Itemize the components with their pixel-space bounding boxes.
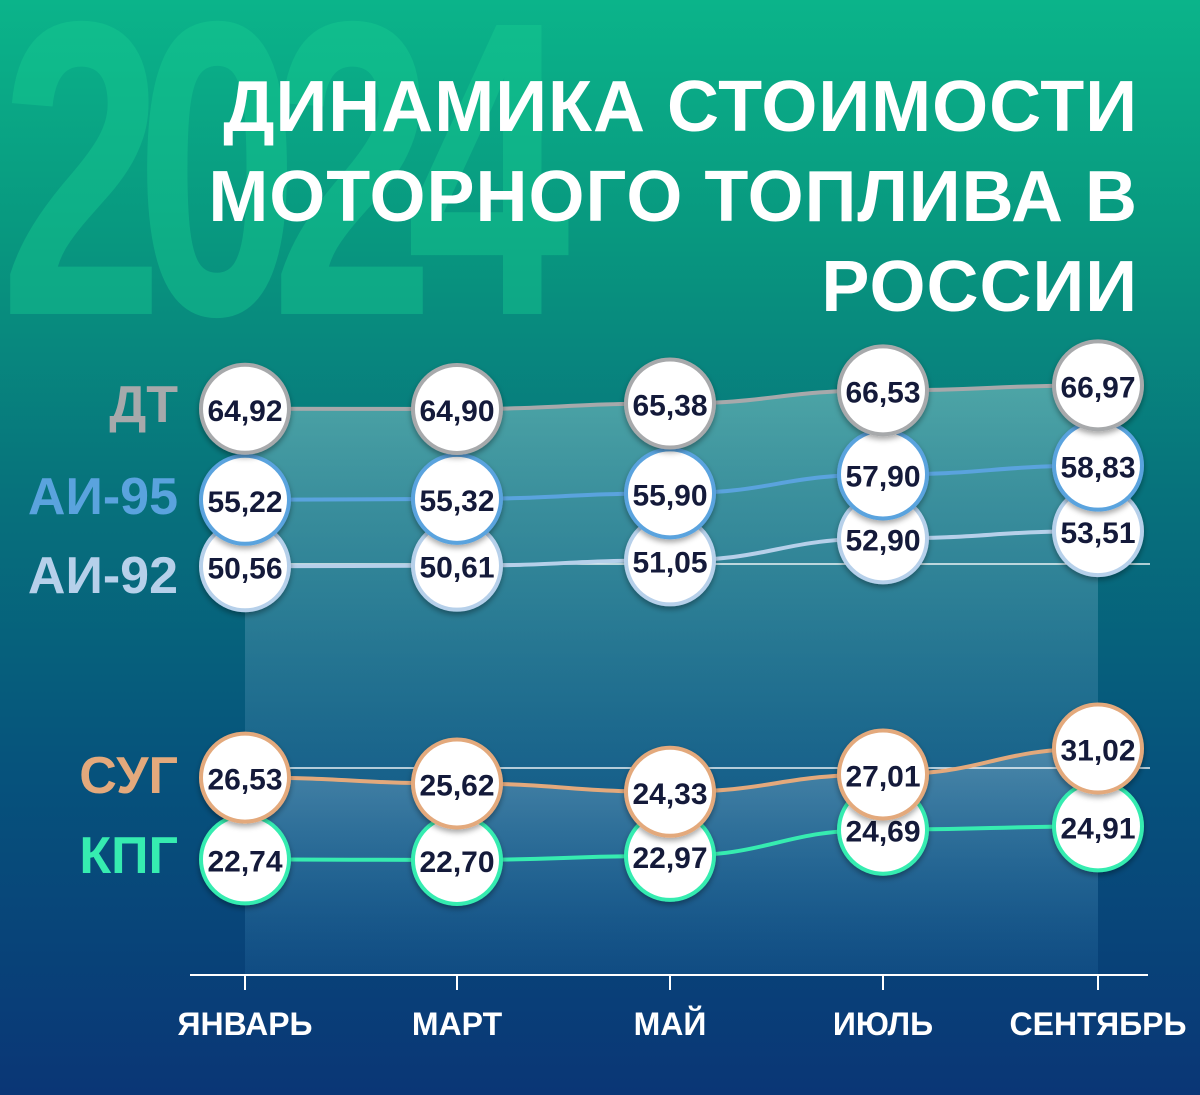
data-point: 26,53 — [199, 731, 291, 824]
data-label: 57,90 — [845, 460, 920, 493]
data-point: 51,05 — [624, 514, 716, 607]
x-tick-label: МАЙ — [634, 1006, 707, 1042]
data-point: 64,90 — [411, 363, 503, 455]
data-label: 24,69 — [845, 816, 920, 849]
data-label: 55,32 — [419, 485, 494, 518]
data-point-marker — [624, 357, 716, 450]
legend-label: ДТ — [109, 376, 178, 434]
data-point: 66,53 — [837, 344, 929, 437]
data-point: 65,38 — [624, 357, 716, 450]
data-point: 22,74 — [199, 813, 291, 906]
data-point-marker — [199, 362, 291, 455]
data-label: 50,56 — [207, 552, 282, 585]
data-point: 22,97 — [624, 809, 716, 902]
x-tick-label: ЯНВАРЬ — [177, 1006, 312, 1042]
page-title: ДИНАМИКА СТОИМОСТИ МОТОРНОГО ТОПЛИВА В Р… — [138, 62, 1138, 332]
legend-label: АИ-92 — [28, 547, 178, 605]
data-point: 58,83 — [1052, 419, 1144, 512]
data-point-marker — [199, 731, 291, 824]
data-point-marker — [837, 344, 929, 437]
title-line-2: МОТОРНОГО ТОПЛИВА В РОССИИ — [208, 157, 1138, 327]
data-point: 55,22 — [199, 453, 291, 546]
data-label: 50,61 — [419, 552, 494, 585]
data-point: 31,02 — [1052, 702, 1144, 795]
data-point: 50,56 — [199, 520, 291, 613]
data-point: 24,33 — [624, 745, 716, 838]
legend-label: КПГ — [79, 827, 178, 885]
data-label: 66,53 — [845, 376, 920, 409]
data-label: 55,90 — [632, 479, 707, 512]
data-point-marker — [411, 363, 503, 455]
data-label: 31,02 — [1060, 735, 1135, 768]
data-point-marker — [1052, 339, 1144, 432]
data-label: 55,22 — [207, 486, 282, 519]
data-point: 53,51 — [1052, 485, 1144, 578]
x-tick-label: ИЮЛЬ — [833, 1006, 933, 1042]
data-point-marker — [1052, 702, 1144, 795]
data-label: 64,90 — [419, 395, 494, 428]
data-point: 22,70 — [411, 814, 503, 906]
data-point-marker — [411, 737, 503, 830]
data-point-marker — [837, 728, 929, 821]
data-point: 55,32 — [411, 452, 503, 545]
title-line-1: ДИНАМИКА СТОИМОСТИ — [223, 67, 1138, 147]
data-point: 57,90 — [837, 428, 929, 521]
data-label: 52,90 — [845, 524, 920, 557]
data-label: 64,92 — [207, 395, 282, 428]
data-point: 55,90 — [624, 447, 716, 540]
data-label: 53,51 — [1060, 517, 1135, 550]
data-point: 64,92 — [199, 362, 291, 455]
data-label: 22,74 — [207, 845, 282, 878]
data-label: 22,97 — [632, 842, 707, 875]
data-label: 66,97 — [1060, 371, 1135, 404]
data-point: 24,91 — [1052, 780, 1144, 873]
legend-label: СУГ — [79, 747, 178, 805]
data-label: 58,83 — [1060, 452, 1135, 485]
x-tick-label: МАРТ — [412, 1006, 503, 1042]
data-point: 66,97 — [1052, 339, 1144, 432]
data-label: 22,70 — [419, 846, 494, 879]
data-point: 27,01 — [837, 728, 929, 821]
data-point: 25,62 — [411, 737, 503, 830]
legend-label: АИ-95 — [28, 468, 178, 526]
data-label: 65,38 — [632, 390, 707, 423]
data-label: 26,53 — [207, 764, 282, 797]
data-label: 27,01 — [845, 760, 920, 793]
x-tick-label: СЕНТЯБРЬ — [1009, 1006, 1186, 1042]
data-point-marker — [624, 745, 716, 838]
data-label: 24,33 — [632, 778, 707, 811]
data-point: 52,90 — [837, 492, 929, 585]
data-point: 50,61 — [411, 519, 503, 612]
data-label: 24,91 — [1060, 812, 1135, 845]
year-watermark: 2024 — [0, 0, 570, 404]
data-label: 25,62 — [419, 769, 494, 802]
data-point-marker — [199, 453, 291, 546]
data-label: 51,05 — [632, 546, 707, 579]
